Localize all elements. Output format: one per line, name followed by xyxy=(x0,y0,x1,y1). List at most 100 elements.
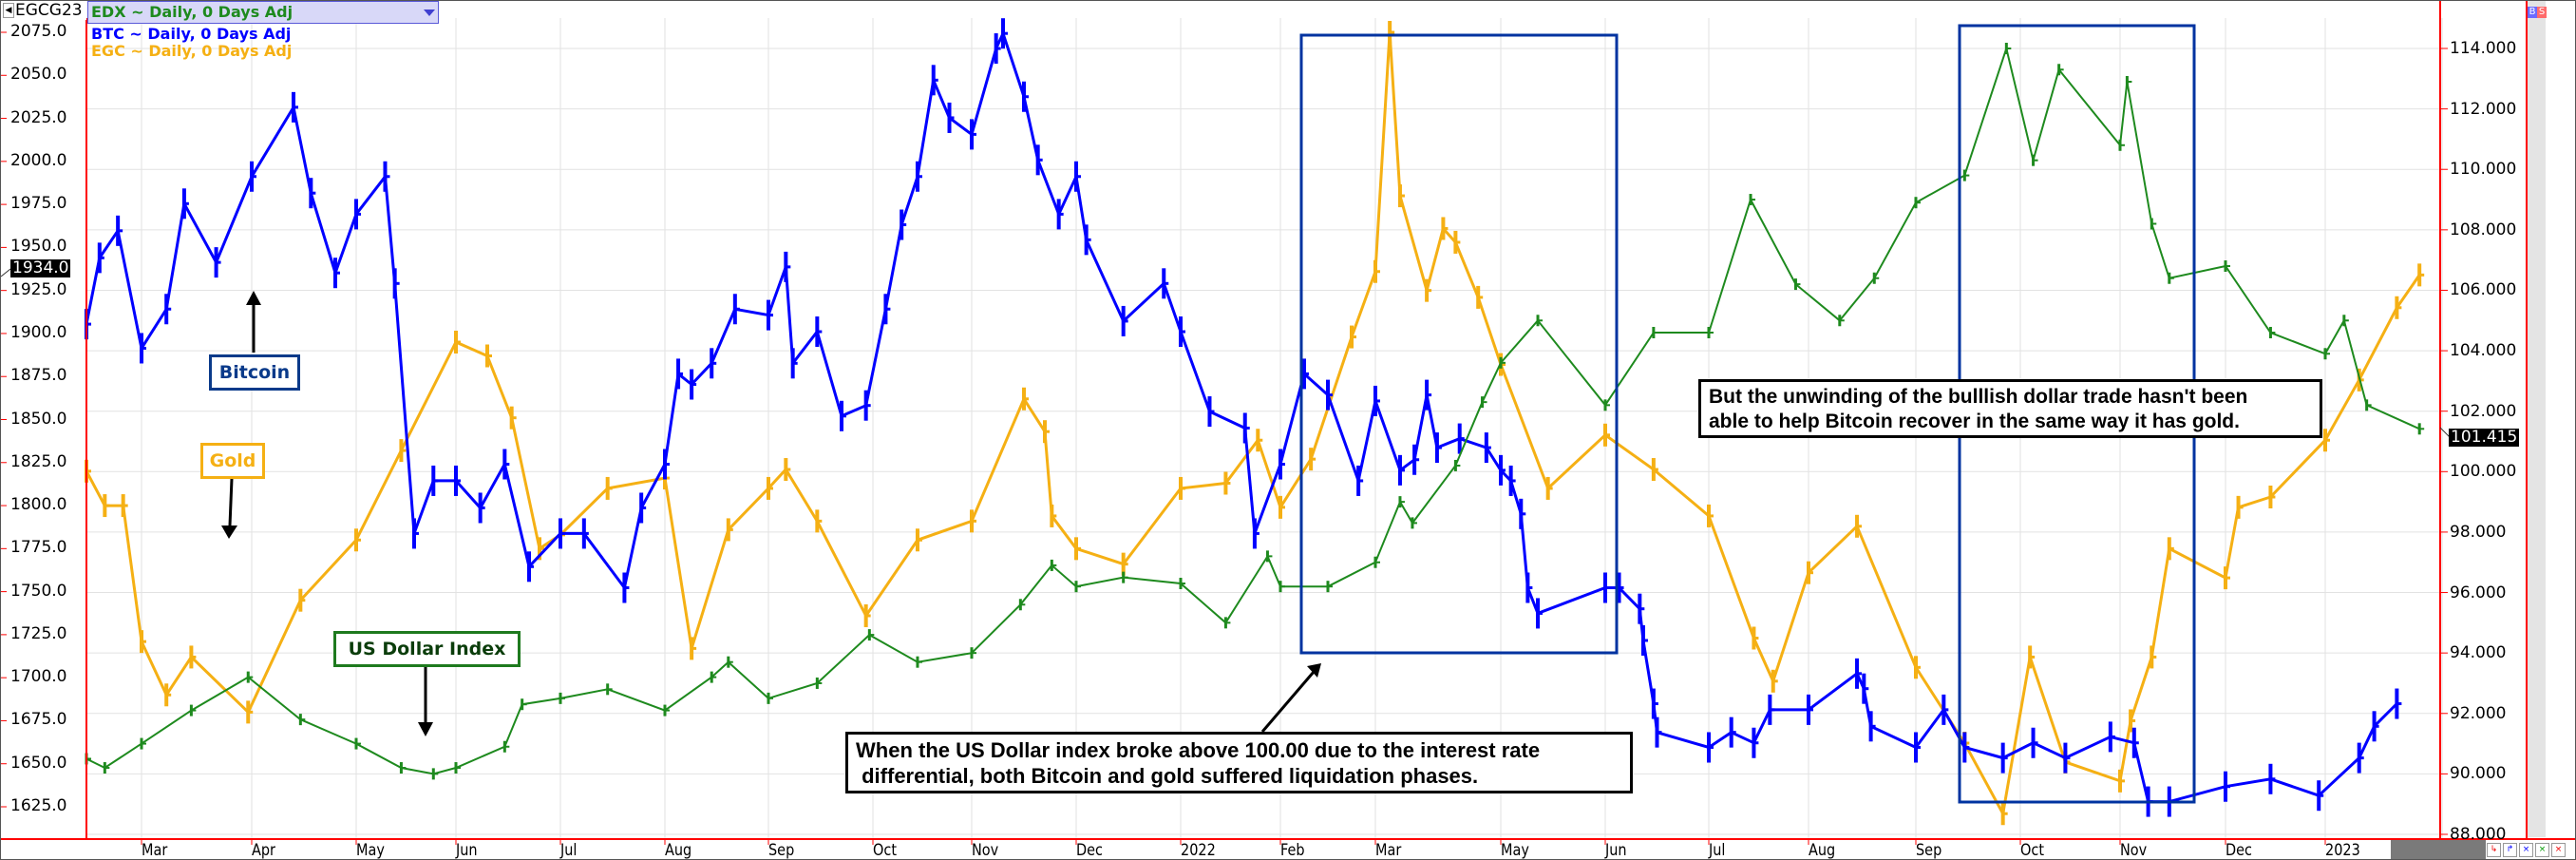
btc-bar xyxy=(1084,224,1091,256)
symbol-selector[interactable]: ◀ EGCG23 xyxy=(1,1,86,20)
edx-bar xyxy=(2323,348,2330,360)
buy-button[interactable]: B xyxy=(2528,7,2537,18)
btc-bar xyxy=(431,465,439,496)
btc-bar xyxy=(1603,572,1610,603)
left-tag-pointer xyxy=(1,268,11,277)
left-axis-tick-label: 1925.0 xyxy=(10,279,67,299)
legend-dropdown[interactable] xyxy=(87,1,439,24)
egc-bar xyxy=(2150,645,2157,669)
edx-bar xyxy=(1914,197,1921,209)
time-scroll-thumb[interactable] xyxy=(2391,840,2486,859)
btc-bar xyxy=(1519,498,1526,529)
btc-bar xyxy=(478,492,485,524)
edx-bar xyxy=(2224,260,2230,273)
edx-bar xyxy=(1793,278,1801,291)
date-tick-label: Mar xyxy=(1375,841,1402,860)
right-axis-tick-label: 98.000 xyxy=(2450,522,2507,542)
btc-bar xyxy=(1302,358,1309,390)
edx-bar xyxy=(1499,356,1506,369)
egc-bar xyxy=(767,476,773,500)
edx-bar xyxy=(663,704,670,717)
egc-bar xyxy=(2268,486,2276,508)
btc-bar xyxy=(164,294,172,325)
egc-bar xyxy=(1179,476,1185,500)
reset-button[interactable]: × xyxy=(2551,843,2566,857)
egc-bar xyxy=(970,509,976,533)
btc-bar xyxy=(250,161,256,192)
bitcoin-arrow xyxy=(246,291,261,353)
egc-bar xyxy=(1373,259,1380,283)
egc-bar xyxy=(1388,21,1395,44)
edx-bar xyxy=(1326,581,1333,593)
btc-bar xyxy=(732,294,740,325)
edx-bar xyxy=(2150,218,2157,230)
series-btc xyxy=(85,18,2402,817)
edx-bar xyxy=(1652,326,1658,338)
edx-bar xyxy=(916,656,922,668)
date-tick-label: May xyxy=(356,841,385,860)
series-edx xyxy=(85,43,2425,780)
btc-bar xyxy=(1434,432,1442,464)
egc-bar xyxy=(1309,448,1316,471)
btc-bar xyxy=(815,316,823,348)
date-tick-label: Aug xyxy=(665,841,692,860)
right-axis-tick-label: 112.000 xyxy=(2450,99,2517,119)
unwinding-note: But the unwinding of the bulllish dollar… xyxy=(1698,379,2322,438)
edx-bar xyxy=(1074,581,1081,593)
legend-edx: EDX ~ Daily, 0 Days Adj xyxy=(91,3,294,21)
note2-line2: able to help Bitcoin recover in the same… xyxy=(1709,411,2240,432)
highlight-box-2022-spring xyxy=(1299,33,1619,655)
dollar-arrow xyxy=(418,666,433,736)
edx-bar xyxy=(2365,399,2372,411)
gold-label: Gold xyxy=(200,443,265,479)
btc-bar xyxy=(840,400,846,431)
right-scroll-strip[interactable] xyxy=(2528,1,2546,837)
zoom-left-button[interactable]: ↳ xyxy=(2487,843,2501,857)
edx-bar xyxy=(2125,75,2132,87)
egc-bar xyxy=(164,683,172,707)
right-tag-pointer xyxy=(2439,427,2451,438)
right-axis-tick-label: 106.000 xyxy=(2450,280,2517,300)
btc-bar xyxy=(140,333,146,364)
compress-button[interactable]: × xyxy=(2519,843,2533,857)
btc-bar xyxy=(383,161,390,192)
expand-button[interactable]: × xyxy=(2535,843,2549,857)
btc-bar xyxy=(1207,396,1215,428)
btc-bar xyxy=(690,369,697,400)
btc-bar xyxy=(710,348,717,379)
egc-bar xyxy=(1256,429,1263,452)
triangle-down-icon[interactable] xyxy=(424,10,435,16)
date-tick-label: Apr xyxy=(252,841,276,860)
edx-bar xyxy=(1536,315,1544,327)
edx-bar xyxy=(1018,599,1026,611)
edx-line xyxy=(85,45,2420,775)
edx-bar xyxy=(1179,577,1185,589)
right-axis-tick-label: 104.000 xyxy=(2450,341,2517,361)
egc-bar xyxy=(1279,495,1285,519)
btc-bar xyxy=(1914,732,1921,763)
note2-line1: But the unwinding of the bulllish dollar… xyxy=(1709,386,2248,408)
btc-bar xyxy=(1962,732,1970,763)
triangle-left-icon[interactable]: ◀ xyxy=(3,3,14,18)
right-axis-tick-label: 94.000 xyxy=(2450,643,2507,663)
edx-bar xyxy=(1481,396,1487,409)
btc-bar xyxy=(2224,771,2230,802)
egc-bar xyxy=(915,528,922,552)
edx-bar xyxy=(1122,571,1128,583)
sell-button[interactable]: S xyxy=(2537,7,2547,18)
date-tick-label: Dec xyxy=(1076,841,1103,860)
date-tick-label: 2023 xyxy=(2325,841,2360,860)
date-tick-label: Sep xyxy=(1916,841,1942,860)
btc-bar xyxy=(411,518,419,549)
right-axis-tick-label: 110.000 xyxy=(2450,160,2517,180)
zoom-right-button[interactable]: ↱ xyxy=(2503,843,2517,857)
egc-bar xyxy=(2236,495,2244,519)
egc-bar xyxy=(1022,387,1029,411)
egc-bar xyxy=(2417,263,2425,287)
left-axis-tick-label: 1850.0 xyxy=(10,409,67,429)
date-tick-label: Jun xyxy=(1605,841,1627,860)
edx-bar xyxy=(399,762,407,774)
edx-bar xyxy=(431,768,439,780)
edx-bar xyxy=(1223,617,1231,629)
left-axis-tick-label: 1825.0 xyxy=(10,451,67,471)
